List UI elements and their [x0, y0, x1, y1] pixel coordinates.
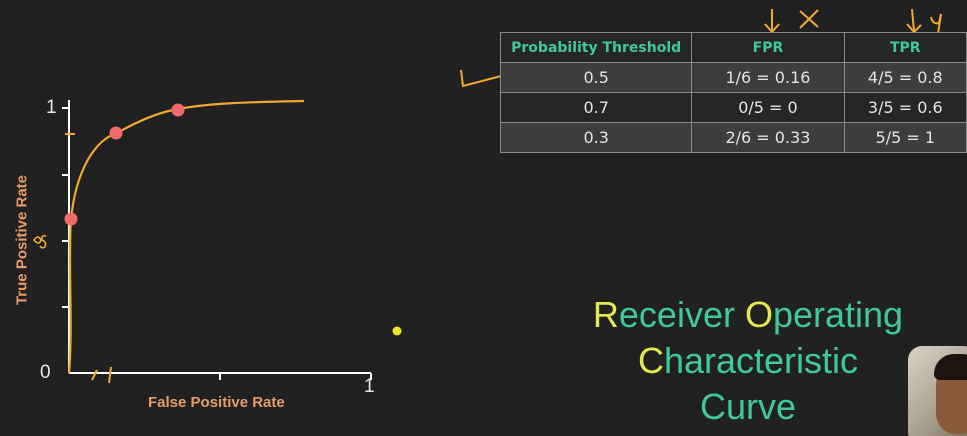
title-word-eceiver: eceiver: [618, 294, 745, 335]
header-tpr: TPR: [843, 32, 967, 63]
roc-point-2: [109, 126, 123, 140]
cell-tpr: 3/5 = 0.6: [843, 92, 967, 123]
cell-tpr: 5/5 = 1: [843, 122, 967, 153]
header-fpr: FPR: [691, 32, 845, 63]
table-row: 0.3 2/6 = 0.33 5/5 = 1: [499, 122, 967, 153]
cell-fpr: 1/6 = 0.16: [691, 62, 845, 93]
table-row: 0.5 1/6 = 0.16 4/5 = 0.8: [499, 62, 967, 93]
y-tick-top-label: 1: [46, 97, 57, 118]
header-threshold: Probability Threshold: [499, 32, 693, 63]
cell-fpr: 2/6 = 0.33: [691, 122, 845, 153]
handwritten-tpr-arrow: [906, 8, 922, 34]
title-word-perating: perating: [772, 294, 904, 335]
title-word-haracteristic: haracteristic: [663, 340, 859, 381]
title-line-1: Receiver Operating: [548, 292, 948, 338]
roc-point-1: [64, 212, 78, 226]
table-header-row: Probability Threshold FPR TPR: [499, 32, 967, 63]
origin-label: 0: [40, 362, 51, 383]
presenter-webcam: [908, 346, 967, 436]
y-axis-label: True Positive Rate: [13, 174, 31, 306]
handwritten-y-letter: [930, 13, 942, 35]
cell-threshold: 0.7: [499, 92, 693, 123]
x-axis-label: False Positive Rate: [148, 394, 285, 411]
cursor-dot: [392, 326, 402, 336]
title-line-2: Characteristic: [548, 338, 948, 384]
handwritten-half-mark: [33, 235, 47, 249]
x-tick-right-label: 1: [364, 376, 375, 397]
cell-threshold: 0.5: [499, 62, 693, 93]
handwritten-x-tick-1: [91, 369, 98, 381]
threshold-table: Probability Threshold FPR TPR 0.5 1/6 = …: [499, 32, 967, 153]
slide-title: Receiver Operating Characteristic Curve: [548, 292, 948, 430]
title-initial-r: R: [592, 294, 619, 335]
title-initial-c: C: [637, 340, 664, 381]
table-row: 0.7 0/5 = 0 3/5 = 0.6: [499, 92, 967, 123]
cell-fpr: 0/5 = 0: [691, 92, 845, 123]
handwritten-x-letter: [799, 9, 819, 29]
roc-point-3: [171, 103, 185, 117]
title-line-3: Curve: [699, 386, 797, 427]
roc-curve: [67, 99, 305, 374]
cell-tpr: 4/5 = 0.8: [843, 62, 967, 93]
handwritten-x-tick-2: [108, 366, 112, 384]
presenter-hair: [934, 354, 967, 380]
handwritten-fpr-arrow: [764, 9, 780, 34]
cell-threshold: 0.3: [499, 122, 693, 153]
title-initial-o: O: [744, 294, 773, 335]
